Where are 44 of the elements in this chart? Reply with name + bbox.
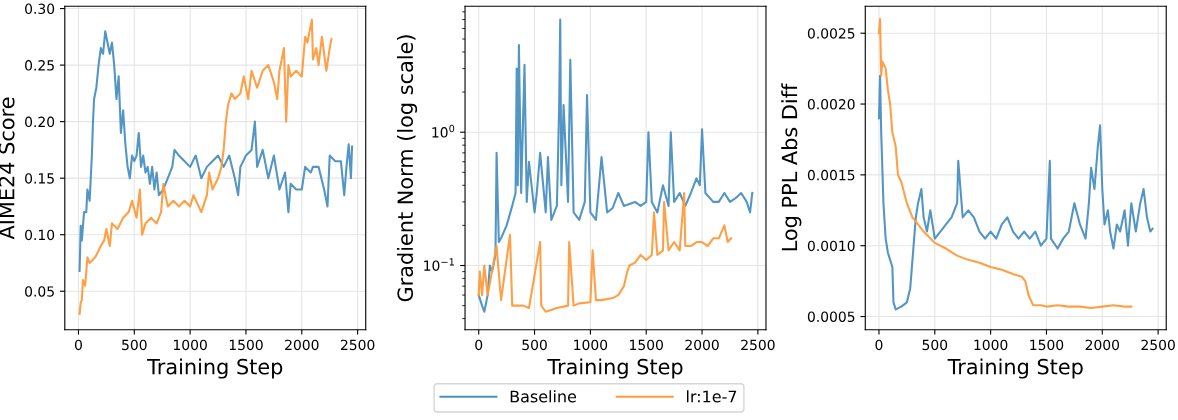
y-tick-label: 10$^{0}$ (432, 124, 455, 138)
x-tick-label: 500 (522, 339, 547, 351)
x-tick-label: 1000 (173, 339, 207, 351)
x-tick-label: 2000 (1085, 339, 1120, 351)
x-tick-label: 1500 (630, 339, 663, 351)
y-tick-label: 0.0020 (807, 99, 855, 110)
x-tick-label: 500 (922, 339, 948, 351)
x-tick-label: 0 (74, 339, 82, 351)
x-tick-label: 0 (875, 339, 883, 351)
x-tick-label: 2500 (1141, 339, 1175, 351)
x-axis-title: Training Step (147, 358, 283, 379)
legend-label: Baseline (510, 390, 577, 403)
y-tick-label: 0.30 (25, 3, 55, 15)
legend-label: lr:1e-7 (687, 390, 737, 403)
y-tick-label: 0.0005 (807, 311, 855, 322)
line-series (877, 74, 1154, 311)
x-axis-title: Training Step (947, 358, 1083, 379)
line-series (78, 18, 333, 315)
x-tick-label: 500 (122, 339, 147, 351)
y-tick-label: 0.0010 (807, 240, 855, 252)
x-tick-label: 1500 (1030, 339, 1064, 351)
y-tick-label: 10$^{−1}$ (424, 258, 454, 271)
y-tick-label: 0.25 (25, 60, 54, 71)
y-axis-title: Log PPL Abs Diff (781, 83, 802, 251)
x-tick-label: 2500 (340, 339, 375, 351)
x-tick-label: 0 (475, 339, 483, 351)
x-tick-label: 1000 (974, 339, 1008, 351)
y-tick-label: 0.0015 (807, 169, 855, 181)
x-tick-label: 1500 (229, 339, 263, 351)
x-tick-label: 2500 (741, 339, 775, 351)
y-tick-label: 0.10 (25, 229, 55, 241)
y-tick-label: 0.05 (25, 286, 54, 297)
y-axis-title: Gradient Norm (log scale) (396, 35, 418, 302)
line-series (477, 191, 733, 313)
line-series (78, 30, 354, 272)
y-tick-label: 0.15 (25, 173, 54, 184)
y-tick-label: 0.0025 (807, 28, 855, 39)
line-series (477, 18, 754, 313)
x-axis-title: Training Step (547, 358, 683, 379)
x-tick-label: 1000 (574, 339, 608, 351)
line-series (877, 18, 1133, 310)
y-tick-label: 0.20 (25, 116, 55, 128)
x-tick-label: 2000 (285, 339, 319, 351)
x-tick-label: 2000 (685, 339, 719, 351)
